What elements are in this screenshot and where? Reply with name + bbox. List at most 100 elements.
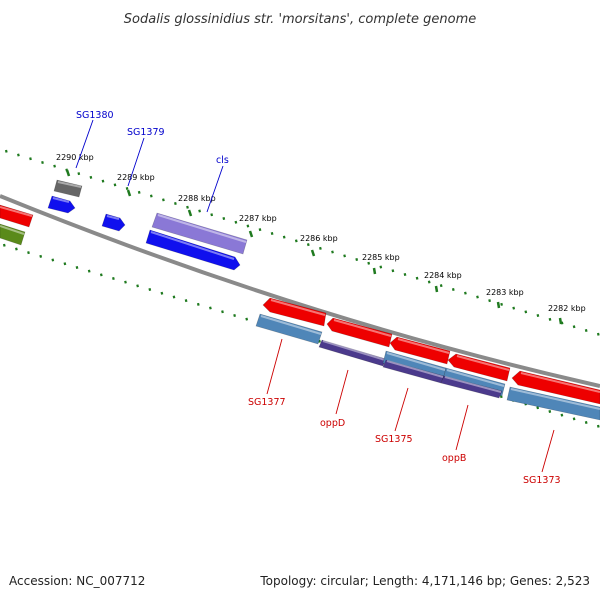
ring-dot	[75, 265, 79, 269]
ring-dot	[451, 287, 455, 291]
ring-dot	[403, 272, 407, 276]
gene-oppb[interactable]	[447, 353, 511, 382]
ring-dot	[162, 198, 165, 202]
ring-dot	[379, 265, 383, 269]
ring-dot	[536, 406, 540, 410]
ring-dot	[355, 258, 359, 262]
ring-dot	[367, 261, 371, 265]
tick-2285: 2285 kbp	[362, 253, 400, 275]
ring-dot	[112, 276, 115, 280]
ring-dot	[160, 291, 164, 295]
gene-sg1380-box[interactable]	[53, 179, 83, 198]
ring-dot	[294, 239, 298, 243]
ring-dot	[149, 194, 153, 198]
ring-dot	[148, 288, 152, 292]
ring-dot	[172, 295, 176, 299]
ring-dot	[196, 302, 200, 306]
outer-tick-ring	[4, 149, 600, 336]
ring-dot	[27, 251, 30, 255]
ring-dot	[41, 160, 44, 164]
genome-info-label: Topology: circular; Length: 4,171,146 bp…	[260, 574, 590, 588]
ring-dot	[186, 205, 189, 209]
ring-dot	[198, 209, 201, 213]
gene-label-oppb[interactable]: oppB	[442, 404, 469, 464]
ring-dot	[548, 409, 552, 413]
gene-label-sg1373[interactable]: SG1373	[523, 429, 561, 486]
gene-cls-upper[interactable]	[151, 212, 248, 255]
gene-features	[0, 179, 600, 421]
gene-sg1377[interactable]	[262, 297, 327, 327]
ring-dot	[87, 269, 91, 273]
ring-dot	[572, 325, 576, 329]
ring-dot	[464, 291, 467, 295]
ring-dot	[184, 299, 188, 303]
ring-dot	[560, 413, 564, 417]
tick-2289: 2289 kbp	[117, 173, 155, 197]
tick-label-2290: 2290 kbp	[56, 153, 94, 162]
tick-label-2286: 2286 kbp	[300, 234, 338, 243]
tick-2283: 2283 kbp	[486, 288, 524, 309]
tick-label-2287: 2287 kbp	[239, 214, 277, 223]
svg-text:oppB: oppB	[442, 453, 466, 464]
tick-label-2283: 2283 kbp	[486, 288, 524, 297]
ring-dot	[15, 247, 18, 251]
tick-label-2289: 2289 kbp	[117, 173, 155, 182]
ring-dot	[306, 243, 310, 247]
ring-dot	[17, 153, 20, 157]
gene-label-sg1379[interactable]: SG1379	[127, 127, 165, 187]
svg-text:oppD: oppD	[320, 418, 345, 429]
svg-text:SG1373: SG1373	[523, 475, 561, 486]
ring-dot	[125, 187, 129, 191]
gene-purple-3[interactable]	[440, 375, 503, 399]
ring-dot	[210, 213, 214, 217]
ring-dot	[331, 250, 334, 254]
svg-text:SG1380: SG1380	[76, 110, 114, 121]
ring-dot	[124, 280, 127, 284]
gene-purple-1[interactable]	[318, 339, 387, 367]
svg-text:SG1375: SG1375	[375, 434, 413, 445]
ring-dot	[258, 228, 262, 232]
ring-dot	[113, 183, 117, 187]
ring-dot	[2, 243, 6, 247]
gene-sg1375[interactable]	[389, 336, 451, 365]
ring-dot	[270, 231, 274, 235]
gene-label-sg1380[interactable]: SG1380	[75, 110, 114, 169]
tick-2290: 2290 kbp	[56, 153, 94, 177]
ring-dot	[29, 157, 32, 161]
ring-dot	[77, 172, 81, 176]
ring-dot	[548, 317, 552, 321]
ring-dot	[536, 314, 540, 318]
accession-label: Accession: NC_007712	[9, 574, 146, 588]
gene-sg1379[interactable]	[101, 213, 126, 232]
gene-label-oppd[interactable]: oppD	[320, 369, 349, 429]
gene-oppd[interactable]	[326, 317, 393, 348]
gene-label-sg1375[interactable]: SG1375	[375, 387, 413, 445]
tick-2286: 2286 kbp	[300, 234, 338, 257]
gene-left-olive[interactable]	[0, 223, 26, 246]
ring-dot	[246, 224, 250, 228]
gene-label-sg1377[interactable]: SG1377	[248, 338, 286, 408]
gene-label-cls[interactable]: cls	[206, 155, 229, 213]
gene-sg1380[interactable]	[47, 195, 76, 214]
gene-cls-lower[interactable]	[145, 229, 241, 271]
ring-dot	[318, 339, 321, 343]
ring-dot	[488, 299, 491, 303]
genome-backbone	[0, 194, 600, 388]
ring-dot	[89, 175, 93, 179]
gene-steel-4[interactable]	[506, 386, 600, 421]
ring-dot	[319, 246, 322, 250]
gene-sg1373[interactable]	[511, 370, 600, 405]
tick-2284: 2284 kbp	[424, 271, 462, 293]
ring-dot	[245, 317, 249, 321]
ring-dot	[572, 417, 576, 421]
tick-label-2288: 2288 kbp	[178, 194, 216, 203]
ring-dot	[596, 332, 600, 336]
ring-dot	[174, 202, 177, 206]
ring-dot	[512, 306, 516, 310]
ring-dot	[427, 280, 431, 284]
ring-dot	[53, 164, 56, 168]
ring-dot	[391, 269, 395, 273]
gene-left-red[interactable]	[0, 204, 34, 228]
gene-steel-1[interactable]	[255, 313, 323, 345]
